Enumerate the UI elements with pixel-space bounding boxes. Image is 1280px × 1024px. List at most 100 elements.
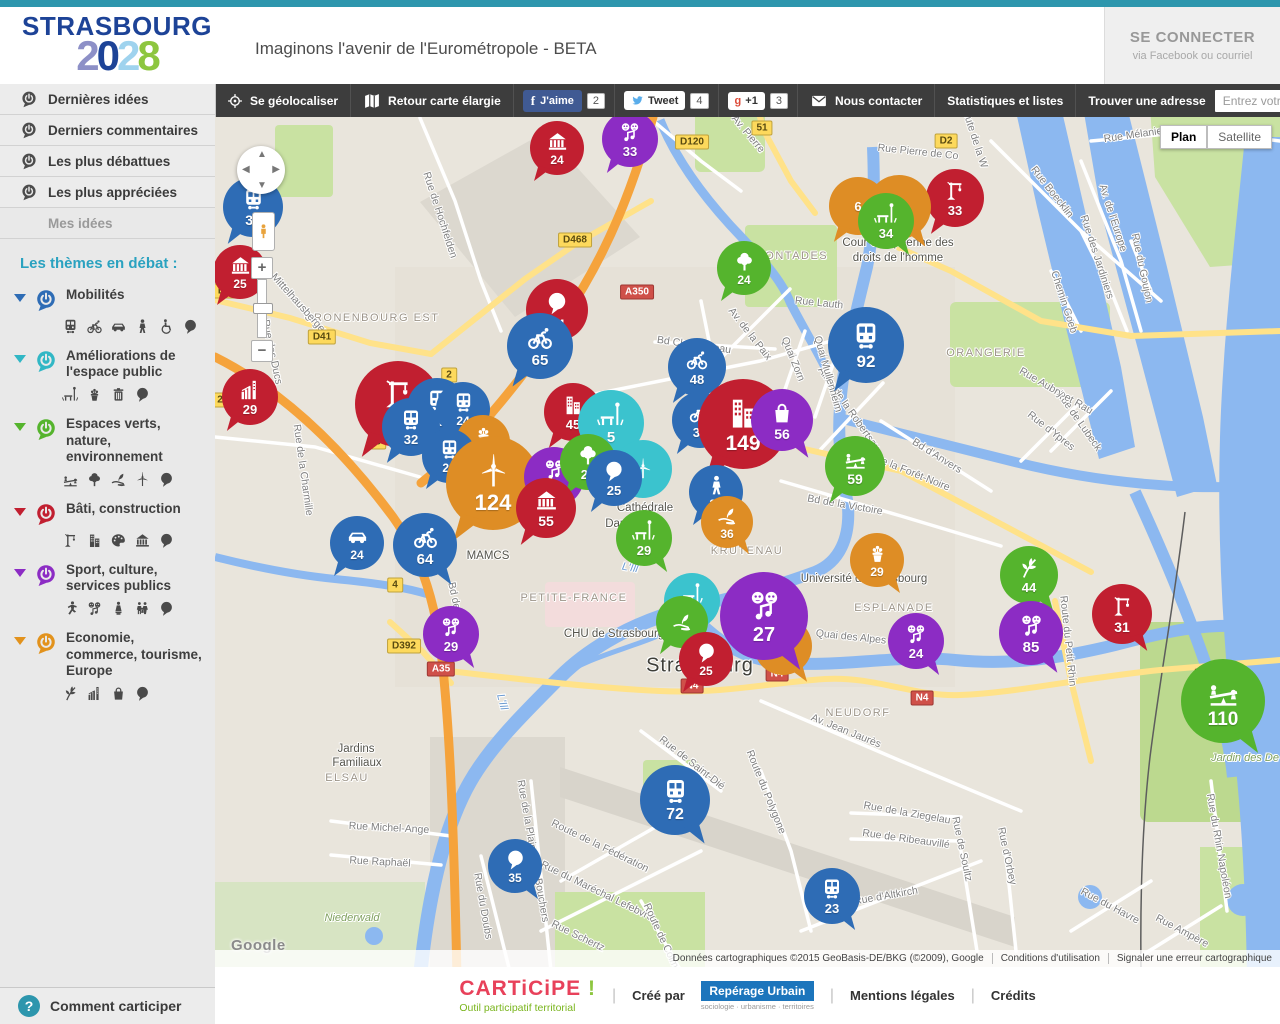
- speech-icon[interactable]: [134, 386, 151, 403]
- sidebar-item-les-plus-d-battues[interactable]: Les plus débattues: [0, 146, 215, 177]
- login-button[interactable]: SE CONNECTER via Facebook ou courriel: [1104, 7, 1280, 84]
- idea-marker[interactable]: 29: [850, 533, 904, 597]
- bank-icon[interactable]: [134, 532, 151, 549]
- speech-icon[interactable]: [182, 318, 199, 335]
- chevron-down-icon[interactable]: [14, 294, 26, 302]
- pan-up-icon[interactable]: ▲: [257, 149, 267, 160]
- flowerpot-icon[interactable]: [86, 386, 103, 403]
- speech-icon[interactable]: [158, 532, 175, 549]
- idea-marker[interactable]: 24: [530, 121, 584, 185]
- chevron-down-icon[interactable]: [14, 507, 26, 516]
- address-input[interactable]: [1214, 89, 1280, 112]
- zoom-in-button[interactable]: +: [251, 257, 273, 279]
- idea-marker[interactable]: 110: [1181, 659, 1265, 758]
- chevron-down-icon[interactable]: [14, 423, 26, 432]
- car-icon[interactable]: [110, 318, 127, 335]
- chevron-down-icon[interactable]: [14, 568, 26, 577]
- report-error-link[interactable]: Signaler une erreur cartographique: [1116, 953, 1272, 964]
- sidebar-item-derniers-commentaires[interactable]: Derniers commentaires: [0, 115, 215, 146]
- idea-marker[interactable]: 25: [679, 632, 733, 696]
- speech-icon[interactable]: [158, 600, 175, 617]
- leaf-icon[interactable]: [62, 685, 79, 702]
- map-canvas[interactable]: CRONENBOURG EST CONTADES ORANGERIE PETITE-F…: [215, 117, 1280, 967]
- theme-header[interactable]: Espaces verts, nature, environnement: [14, 416, 209, 465]
- pan-down-icon[interactable]: ▼: [257, 180, 267, 191]
- culture-icon[interactable]: [86, 600, 103, 617]
- wide-map-button[interactable]: Retour carte élargie: [350, 84, 513, 117]
- stats-button[interactable]: Statistiques et listes: [934, 84, 1075, 117]
- geolocate-button[interactable]: Se géolocaliser: [215, 84, 350, 117]
- pedestrian-icon[interactable]: [134, 318, 151, 335]
- credits-link[interactable]: Crédits: [990, 988, 1036, 1003]
- sidebar-item-les-plus-appr-ci-es[interactable]: Les plus appréciées: [0, 177, 215, 208]
- bag-icon[interactable]: [110, 685, 127, 702]
- speech-icon[interactable]: [134, 685, 151, 702]
- pan-right-icon[interactable]: ▶: [272, 164, 280, 175]
- chevron-down-icon[interactable]: [14, 637, 26, 646]
- theme-header[interactable]: Bâti, construction: [14, 501, 209, 526]
- tweet-button[interactable]: Tweet: [624, 91, 686, 110]
- map-pan-control[interactable]: ▲ ▼ ◀ ▶: [237, 146, 285, 194]
- pegman-control[interactable]: [252, 212, 275, 251]
- idea-marker[interactable]: 27: [720, 572, 808, 676]
- idea-marker[interactable]: 31: [1092, 584, 1152, 655]
- tree-icon[interactable]: [86, 471, 103, 488]
- bike-icon[interactable]: [86, 318, 103, 335]
- palette-icon[interactable]: [110, 532, 127, 549]
- idea-marker[interactable]: 29: [222, 369, 278, 435]
- crane-icon[interactable]: [62, 532, 79, 549]
- idea-marker[interactable]: 24: [717, 241, 771, 305]
- tram-icon[interactable]: [62, 318, 79, 335]
- site-logo[interactable]: STRASBOURG 2028: [22, 13, 212, 77]
- family-icon[interactable]: [134, 600, 151, 617]
- idea-marker[interactable]: 24: [330, 516, 384, 580]
- speech-icon[interactable]: [158, 471, 175, 488]
- idea-marker[interactable]: 33: [926, 169, 984, 238]
- bench-icon[interactable]: [62, 386, 79, 403]
- idea-marker[interactable]: 36: [701, 496, 753, 558]
- idea-marker[interactable]: 85: [999, 601, 1063, 677]
- building-icon[interactable]: [86, 532, 103, 549]
- pan-left-icon[interactable]: ◀: [242, 164, 250, 175]
- theme-header[interactable]: Sport, culture, services publics: [14, 562, 209, 594]
- handplant-icon[interactable]: [110, 471, 127, 488]
- facebook-like-button[interactable]: f J'aime: [522, 89, 582, 112]
- zoom-slider-handle[interactable]: [253, 303, 273, 314]
- seesaw-icon[interactable]: [62, 471, 79, 488]
- idea-marker[interactable]: 92: [828, 307, 904, 397]
- legal-link[interactable]: Mentions légales: [849, 988, 955, 1003]
- contact-button[interactable]: Nous contacter: [796, 84, 934, 117]
- windturbine-icon[interactable]: [134, 471, 151, 488]
- zoom-out-button[interactable]: −: [251, 340, 273, 362]
- map-type-satellite-button[interactable]: Satellite: [1207, 125, 1272, 149]
- factory-icon[interactable]: [86, 685, 103, 702]
- idea-marker[interactable]: 65: [507, 313, 573, 391]
- idea-marker[interactable]: 72: [640, 765, 710, 848]
- idea-marker[interactable]: 34: [858, 193, 914, 259]
- idea-marker[interactable]: 25: [586, 450, 642, 516]
- theme-header[interactable]: Améliorations de l'espace public: [14, 348, 209, 380]
- idea-marker[interactable]: 44: [1000, 546, 1058, 615]
- wheelchair-icon[interactable]: [158, 318, 175, 335]
- idea-marker[interactable]: 29: [616, 510, 672, 576]
- idea-marker[interactable]: 59: [825, 436, 885, 507]
- idea-marker[interactable]: 55: [516, 478, 576, 549]
- help-button[interactable]: ? Comment carticiper: [0, 987, 215, 1024]
- terms-link[interactable]: Conditions d'utilisation: [1000, 953, 1100, 964]
- idea-marker[interactable]: 23: [804, 868, 860, 934]
- chevron-down-icon[interactable]: [14, 355, 26, 363]
- runner-icon[interactable]: [62, 600, 79, 617]
- map-type-plan-button[interactable]: Plan: [1159, 125, 1208, 149]
- idea-marker[interactable]: 29: [423, 606, 479, 672]
- idea-marker[interactable]: 64: [393, 513, 457, 589]
- sidebar-item-derni-res-id-es[interactable]: Dernières idées: [0, 84, 215, 115]
- statue-icon[interactable]: [110, 600, 127, 617]
- carticipe-logo[interactable]: CARTiCiPE ! Outil participatif territori…: [459, 977, 596, 1014]
- theme-header[interactable]: Economie, commerce, tourisme, Europe: [14, 630, 209, 679]
- trash-icon[interactable]: [110, 386, 127, 403]
- agency-logo[interactable]: Repérage Urbain sociologie · urbanisme ·…: [700, 980, 814, 1011]
- idea-marker[interactable]: 33: [602, 117, 658, 177]
- google-logo[interactable]: Google: [231, 937, 286, 954]
- idea-marker[interactable]: 24: [888, 613, 944, 679]
- idea-marker[interactable]: 56: [751, 389, 813, 462]
